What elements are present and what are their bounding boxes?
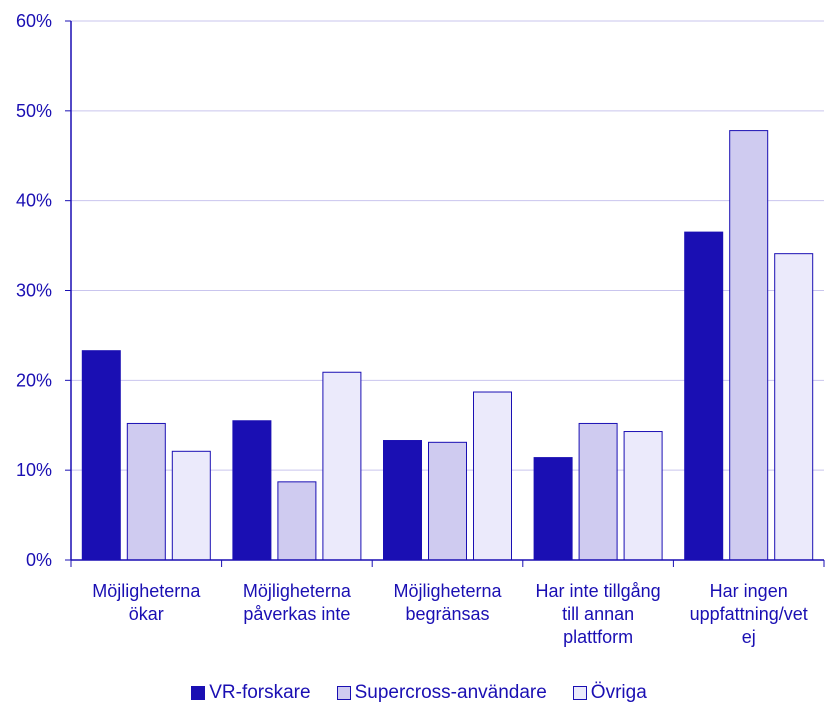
y-tick-label: 0% bbox=[26, 550, 52, 570]
x-tick-label: Möjligheterna påverkas inte bbox=[243, 581, 352, 624]
bar bbox=[623, 431, 663, 561]
bar bbox=[81, 350, 121, 561]
bar bbox=[171, 450, 211, 561]
legend-swatch-vr-forskare bbox=[191, 686, 206, 700]
x-tick-label: Möjligheterna ökar bbox=[92, 581, 201, 624]
bar bbox=[684, 231, 724, 561]
x-tick-label: Har inte tillgång till annan plattform bbox=[536, 581, 661, 647]
y-tick-label: 20% bbox=[16, 370, 52, 390]
legend-label-supercross: Supercross-användare bbox=[354, 682, 547, 703]
bar-chart-svg: 0% 10% 20% 30% 40% 50% 60% Möjligheterna ökar Möj… bbox=[16, 11, 825, 647]
legend-swatch-ovriga bbox=[572, 686, 587, 700]
bar bbox=[578, 422, 618, 561]
legend: VR-forskare Supercross-användare Övriga bbox=[0, 682, 838, 704]
bar bbox=[277, 481, 317, 561]
bar bbox=[322, 371, 362, 561]
bar bbox=[428, 441, 467, 561]
y-tick-label: 30% bbox=[16, 281, 52, 301]
bar bbox=[232, 420, 272, 561]
legend-label-vr-forskare: VR-forskare bbox=[209, 682, 311, 703]
y-tick-label: 50% bbox=[16, 101, 52, 121]
bar bbox=[383, 440, 422, 561]
y-tick-label: 40% bbox=[16, 191, 52, 211]
bar bbox=[774, 253, 814, 561]
x-tick-label: Möjligheterna begränsas bbox=[393, 581, 502, 624]
y-tick-label: 60% bbox=[16, 11, 52, 31]
bar bbox=[729, 130, 769, 561]
legend-item-supercross: Supercross-användare bbox=[336, 682, 547, 704]
x-tick-label: Har ingen uppfattning/vet ej bbox=[690, 581, 808, 647]
bar bbox=[533, 457, 573, 561]
legend-item-ovriga: Övriga bbox=[572, 682, 647, 704]
legend-label-ovriga: Övriga bbox=[590, 682, 647, 703]
legend-swatch-supercross bbox=[336, 686, 351, 700]
legend-item-vr-forskare: VR-forskare bbox=[191, 682, 311, 704]
bar bbox=[473, 391, 512, 561]
bar bbox=[126, 422, 166, 561]
y-tick-label: 10% bbox=[16, 460, 52, 480]
